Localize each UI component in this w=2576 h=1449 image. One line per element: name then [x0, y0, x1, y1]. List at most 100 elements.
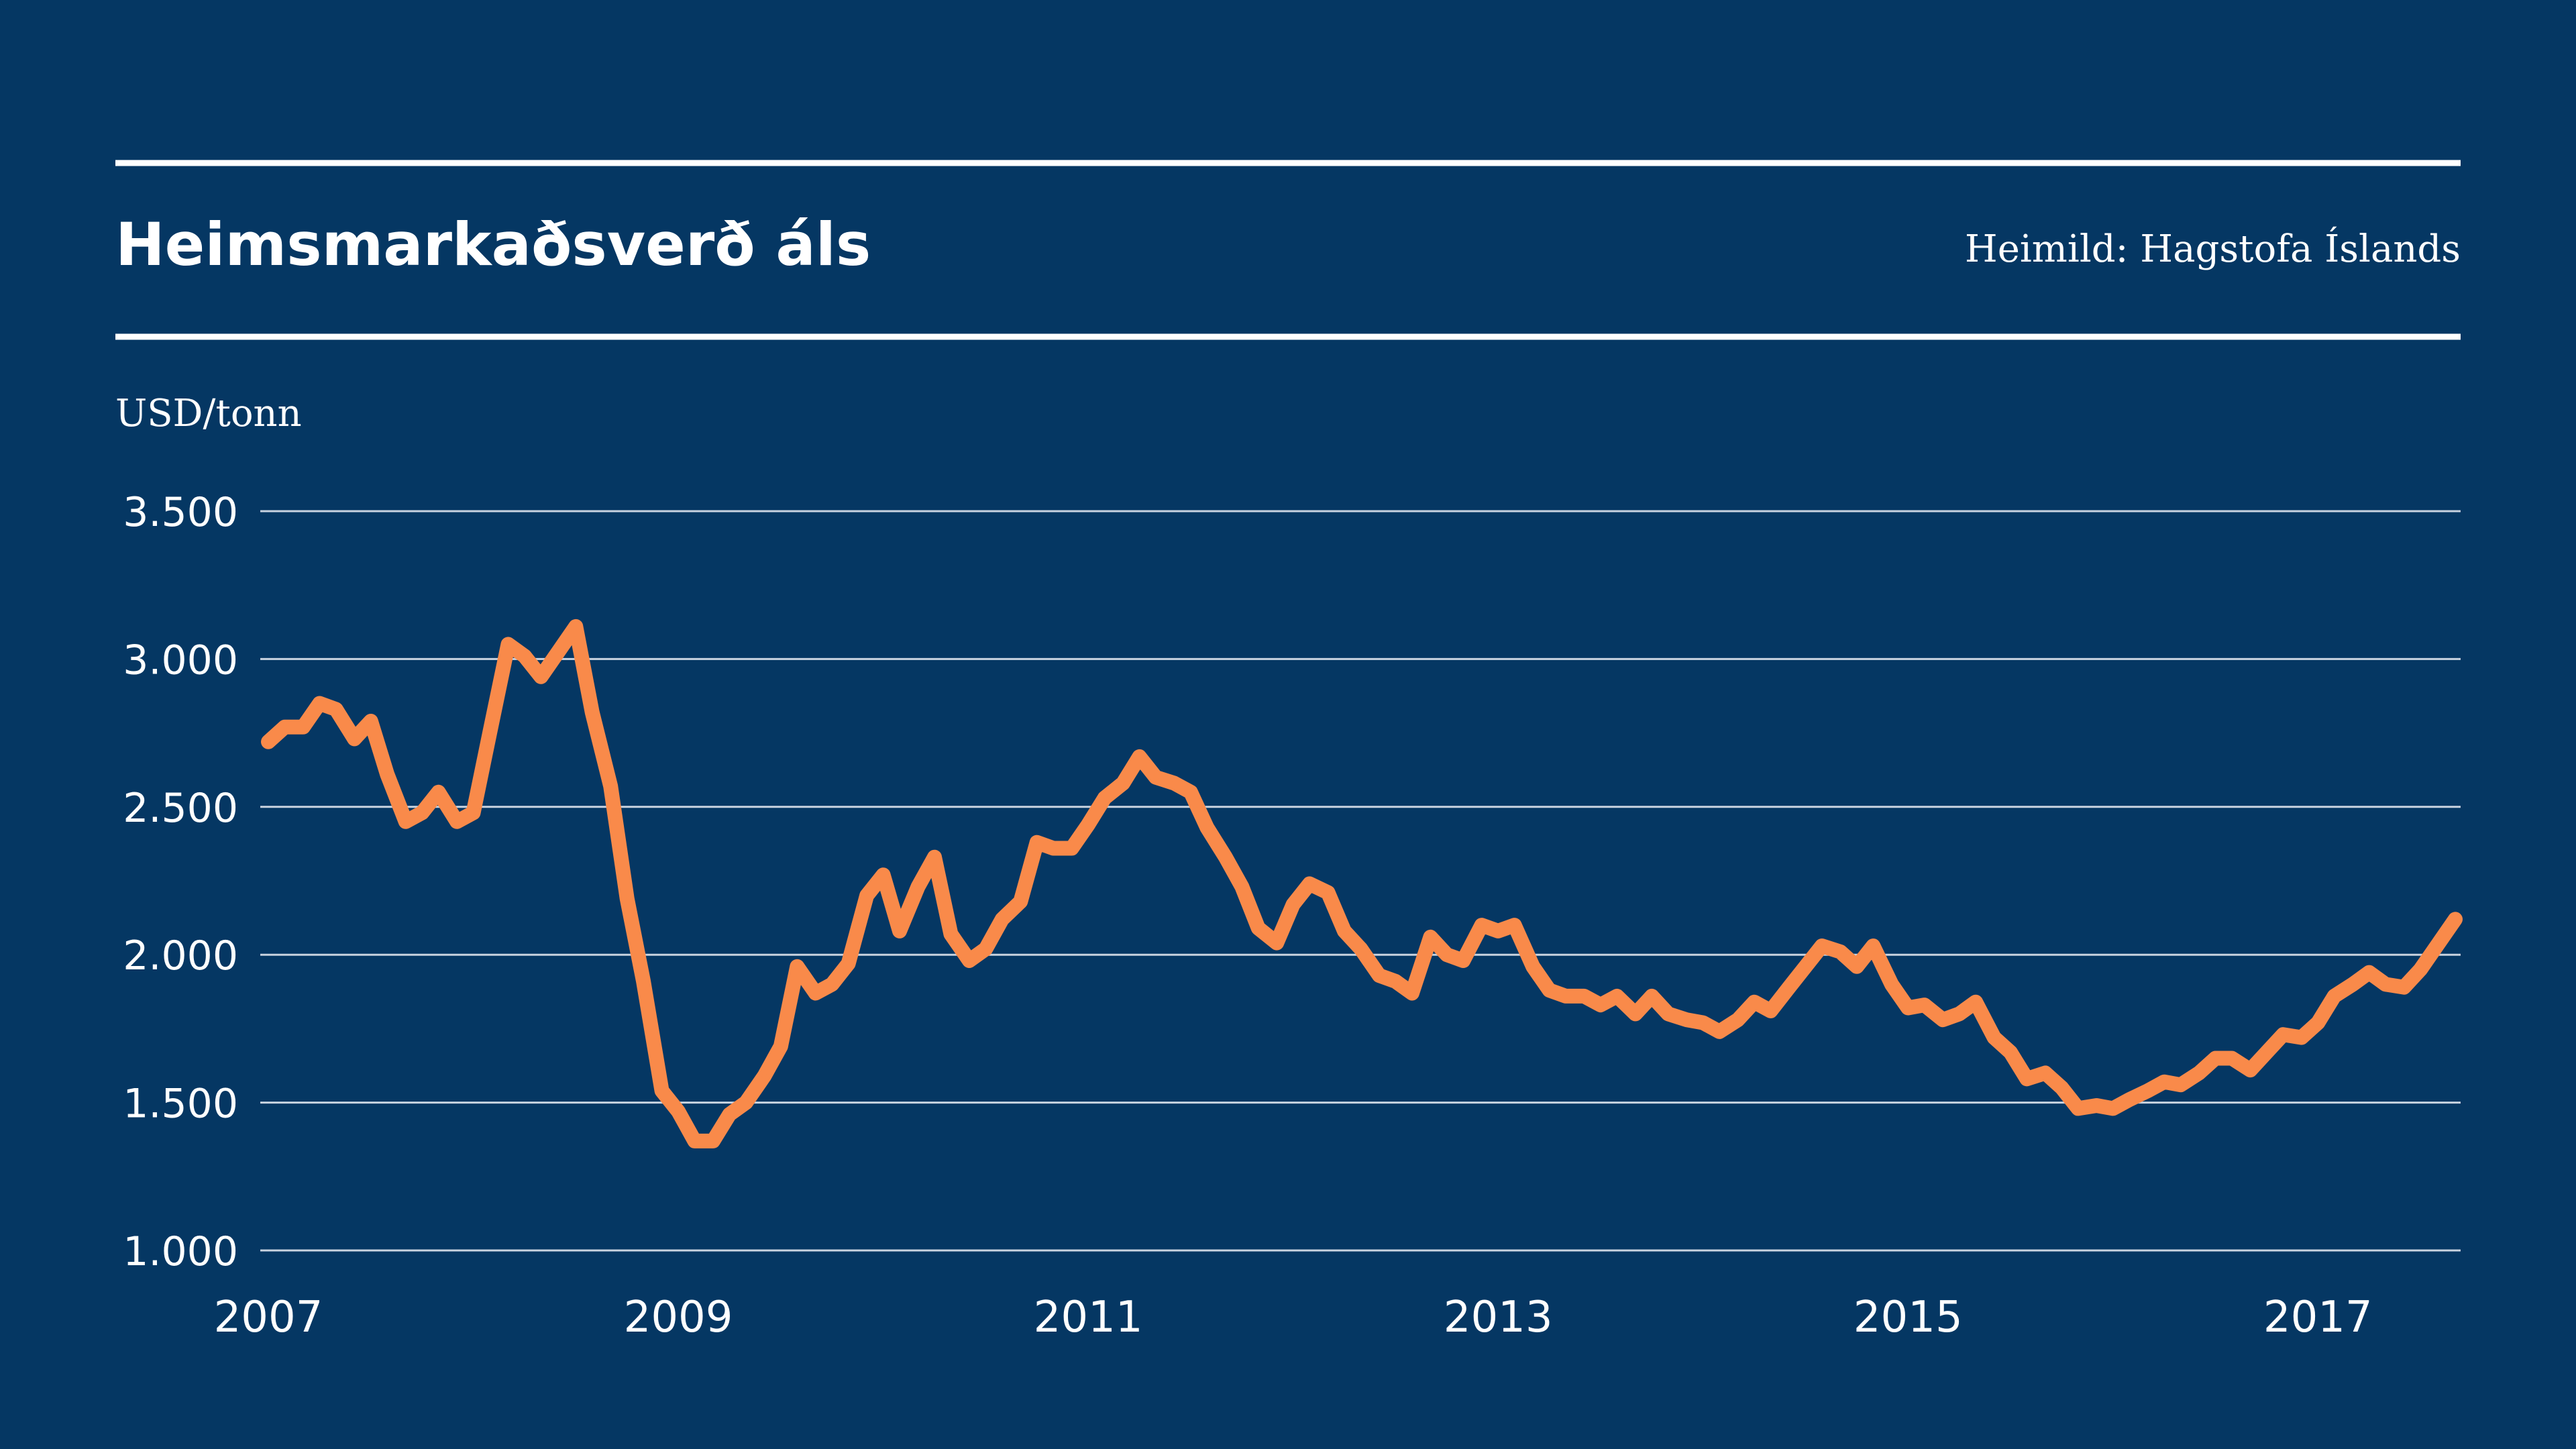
data-point	[2298, 1034, 2304, 1040]
data-point	[2110, 1106, 2116, 1112]
data-point	[1085, 822, 1091, 828]
data-point	[880, 872, 886, 878]
data-point	[1581, 993, 1587, 999]
data-point	[1428, 934, 1434, 940]
data-point	[1290, 902, 1296, 908]
data-point	[1342, 928, 1347, 934]
data-point	[1136, 753, 1142, 759]
data-point	[1187, 789, 1193, 795]
data-point	[676, 1108, 682, 1114]
data-point	[999, 916, 1005, 922]
data-point	[1614, 993, 1620, 999]
data-point	[1377, 973, 1382, 979]
data-point	[1358, 946, 1364, 952]
data-point	[1274, 940, 1280, 946]
data-point	[1819, 943, 1825, 949]
y-tick-label: 3.500	[123, 489, 238, 536]
data-point	[845, 961, 851, 967]
data-point	[1991, 1034, 1997, 1040]
data-point	[419, 810, 425, 816]
data-point	[1393, 978, 1399, 984]
data-point	[1870, 943, 1876, 949]
data-point	[1325, 890, 1331, 896]
data-point	[1563, 993, 1568, 999]
data-point	[333, 706, 339, 712]
data-point	[470, 810, 476, 816]
y-tick-label: 2.000	[123, 932, 238, 979]
data-point	[2212, 1055, 2218, 1061]
data-point	[1120, 780, 1126, 786]
data-point	[1051, 845, 1057, 851]
data-point	[368, 718, 374, 724]
data-point	[727, 1112, 733, 1118]
data-point	[1546, 987, 1552, 994]
data-point	[1888, 981, 1894, 987]
data-point	[1152, 774, 1159, 780]
data-point	[2008, 1049, 2013, 1055]
data-point	[1837, 949, 1843, 955]
data-point	[864, 893, 870, 898]
data-point	[2178, 1082, 2184, 1088]
data-point	[1717, 1028, 1723, 1034]
data-point	[1752, 999, 1758, 1005]
data-point	[487, 730, 492, 736]
x-tick-label: 2013	[1444, 1293, 1553, 1342]
data-point	[2161, 1079, 2167, 1085]
gridlines	[260, 510, 2461, 1252]
data-point	[2434, 943, 2440, 949]
data-point	[761, 1073, 767, 1079]
data-point	[384, 771, 390, 777]
data-point	[932, 854, 937, 860]
y-tick-label: 1.500	[123, 1081, 238, 1128]
data-point	[300, 724, 306, 730]
x-tick-label: 2015	[1854, 1293, 1963, 1342]
data-point	[454, 818, 460, 824]
data-point	[2127, 1097, 2133, 1103]
data-point	[2453, 916, 2458, 922]
data-point	[1479, 922, 1485, 928]
data-point	[2401, 984, 2407, 990]
data-point	[1495, 928, 1501, 934]
data-point	[573, 623, 579, 629]
data-point	[521, 653, 527, 659]
series-line	[261, 619, 2463, 1148]
data-point	[1171, 780, 1177, 786]
y-tick-label: 3.000	[123, 637, 238, 684]
data-point	[1940, 1017, 1946, 1023]
series-group	[261, 619, 2463, 1148]
data-point	[829, 981, 835, 987]
data-point	[1597, 1002, 1603, 1008]
data-point	[1973, 999, 1979, 1005]
data-point	[1204, 824, 1210, 830]
data-point	[915, 883, 921, 890]
data-point	[2059, 1085, 2065, 1091]
data-point	[1255, 925, 1261, 931]
data-point	[2024, 1076, 2030, 1082]
data-point	[317, 700, 323, 706]
data-point	[2383, 981, 2389, 987]
data-point	[1803, 963, 1809, 969]
data-point	[435, 789, 441, 795]
data-point	[2145, 1088, 2151, 1093]
data-point	[1239, 883, 1245, 890]
chart-title: Heimsmarkaðsverð áls	[115, 210, 871, 279]
data-point	[692, 1138, 698, 1144]
data-point	[1511, 922, 1517, 928]
x-tick-label: 2017	[2263, 1293, 2373, 1342]
data-point	[1684, 1017, 1690, 1023]
data-point	[1735, 1017, 1741, 1023]
data-point	[1460, 958, 1466, 963]
data-point	[2042, 1070, 2048, 1076]
y-tick-label: 1.000	[123, 1228, 238, 1275]
data-point	[1665, 1011, 1671, 1017]
data-point	[1632, 1011, 1638, 1017]
data-point	[659, 1088, 665, 1093]
data-point	[812, 990, 818, 996]
data-point	[777, 1043, 784, 1049]
data-point	[1069, 845, 1075, 851]
data-point	[794, 963, 800, 969]
data-point	[624, 896, 630, 902]
x-tick-label: 2009	[624, 1293, 733, 1342]
